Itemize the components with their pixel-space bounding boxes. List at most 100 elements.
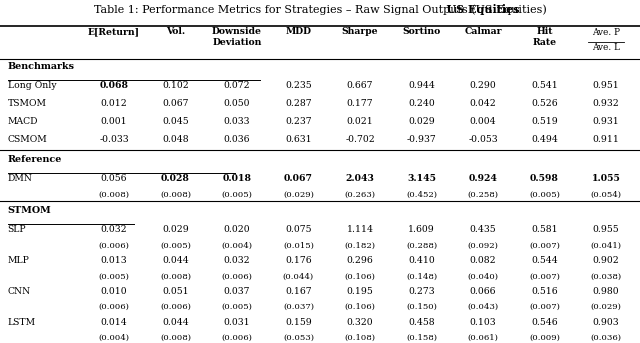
Text: 0.029: 0.029 [408,117,435,126]
Text: (0.005): (0.005) [99,272,129,280]
Text: (0.004): (0.004) [99,334,129,342]
Text: 0.235: 0.235 [285,81,312,90]
Text: 0.010: 0.010 [100,287,127,296]
Text: 0.955: 0.955 [593,225,620,234]
Text: (0.007): (0.007) [529,241,560,249]
Text: 0.410: 0.410 [408,256,435,265]
Text: 0.031: 0.031 [223,318,250,327]
Text: 0.032: 0.032 [223,256,250,265]
Text: (0.043): (0.043) [467,303,499,311]
Text: 0.980: 0.980 [593,287,620,296]
Text: (0.029): (0.029) [283,190,314,198]
Text: MLP: MLP [8,256,29,265]
Text: -0.033: -0.033 [99,135,129,144]
Text: 0.951: 0.951 [593,81,620,90]
Text: 0.048: 0.048 [162,135,189,144]
Text: (0.106): (0.106) [344,303,376,311]
Text: 0.067: 0.067 [162,99,189,108]
Text: 0.290: 0.290 [470,81,497,90]
Text: Sortino: Sortino [403,27,440,36]
Text: Benchmarks: Benchmarks [8,62,75,71]
Text: (0.036): (0.036) [591,334,621,342]
Text: 0.012: 0.012 [100,99,127,108]
Text: (0.007): (0.007) [529,303,560,311]
Text: TSMOM: TSMOM [8,99,47,108]
Text: 1.114: 1.114 [346,225,374,234]
Text: SLP: SLP [8,225,26,234]
Text: MACD: MACD [8,117,38,126]
Text: 0.598: 0.598 [530,174,559,183]
Text: (0.037): (0.037) [283,303,314,311]
Text: 0.931: 0.931 [593,117,620,126]
Text: 0.167: 0.167 [285,287,312,296]
Text: 0.287: 0.287 [285,99,312,108]
Text: DMN: DMN [8,174,33,183]
Text: (0.106): (0.106) [344,272,376,280]
Text: 0.932: 0.932 [593,99,620,108]
Text: 0.177: 0.177 [347,99,373,108]
Text: Reference: Reference [8,155,62,164]
Text: 0.042: 0.042 [470,99,497,108]
Text: (0.053): (0.053) [283,334,314,342]
Text: 0.068: 0.068 [99,81,129,90]
Text: 0.001: 0.001 [100,117,127,126]
Text: 0.013: 0.013 [100,256,127,265]
Text: 0.195: 0.195 [347,287,373,296]
Text: 0.075: 0.075 [285,225,312,234]
Text: Vol.: Vol. [166,27,185,36]
Text: 0.581: 0.581 [531,225,558,234]
Text: 0.458: 0.458 [408,318,435,327]
Text: 0.020: 0.020 [223,225,250,234]
Text: (0.041): (0.041) [591,241,621,249]
Text: 0.903: 0.903 [593,318,620,327]
Text: 0.526: 0.526 [531,99,558,108]
Text: 0.435: 0.435 [470,225,497,234]
Text: 1.055: 1.055 [591,174,621,183]
Text: 0.944: 0.944 [408,81,435,90]
Text: 1.609: 1.609 [408,225,435,234]
Text: Sharpe: Sharpe [342,27,378,36]
Text: 0.546: 0.546 [531,318,558,327]
Text: (0.044): (0.044) [283,272,314,280]
Text: (0.288): (0.288) [406,241,437,249]
Text: 2.043: 2.043 [346,174,374,183]
Text: 0.004: 0.004 [470,117,497,126]
Text: (0.004): (0.004) [221,241,253,249]
Text: Long Only: Long Only [8,81,56,90]
Text: (0.029): (0.029) [591,303,621,311]
Text: CSMOM: CSMOM [8,135,47,144]
Text: 0.176: 0.176 [285,256,312,265]
Text: -0.702: -0.702 [345,135,375,144]
Text: (0.006): (0.006) [99,241,129,249]
Text: 0.029: 0.029 [162,225,189,234]
Text: (0.005): (0.005) [221,303,252,311]
Text: Table 1: Performance Metrics for Strategies – Raw Signal Outputs (US Equities): Table 1: Performance Metrics for Strateg… [93,4,547,15]
Text: (0.263): (0.263) [344,190,376,198]
Text: 3.145: 3.145 [407,174,436,183]
Text: Downside
Deviation: Downside Deviation [212,27,262,47]
Text: (0.092): (0.092) [468,241,499,249]
Text: 0.273: 0.273 [408,287,435,296]
Text: 0.320: 0.320 [347,318,373,327]
Text: (0.015): (0.015) [283,241,314,249]
Text: 0.044: 0.044 [162,318,189,327]
Text: -0.053: -0.053 [468,135,498,144]
Text: Calmar: Calmar [464,27,502,36]
Text: STMOM: STMOM [8,206,51,215]
Text: 0.028: 0.028 [161,174,190,183]
Text: (0.008): (0.008) [99,190,129,198]
Text: 0.516: 0.516 [531,287,558,296]
Text: 0.631: 0.631 [285,135,312,144]
Text: (0.006): (0.006) [221,334,252,342]
Text: 0.103: 0.103 [470,318,497,327]
Text: 0.237: 0.237 [285,117,312,126]
Text: (0.008): (0.008) [160,190,191,198]
Text: 0.902: 0.902 [593,256,620,265]
Text: 0.911: 0.911 [593,135,620,144]
Text: (0.258): (0.258) [467,190,499,198]
Text: (0.006): (0.006) [99,303,129,311]
Text: (0.008): (0.008) [160,334,191,342]
Text: Table 1: Performance Metrics for Strategies – Raw Signal Outputs (US Equities): Table 1: Performance Metrics for Strateg… [93,4,547,15]
Text: (0.005): (0.005) [529,190,560,198]
Text: 0.037: 0.037 [224,287,250,296]
